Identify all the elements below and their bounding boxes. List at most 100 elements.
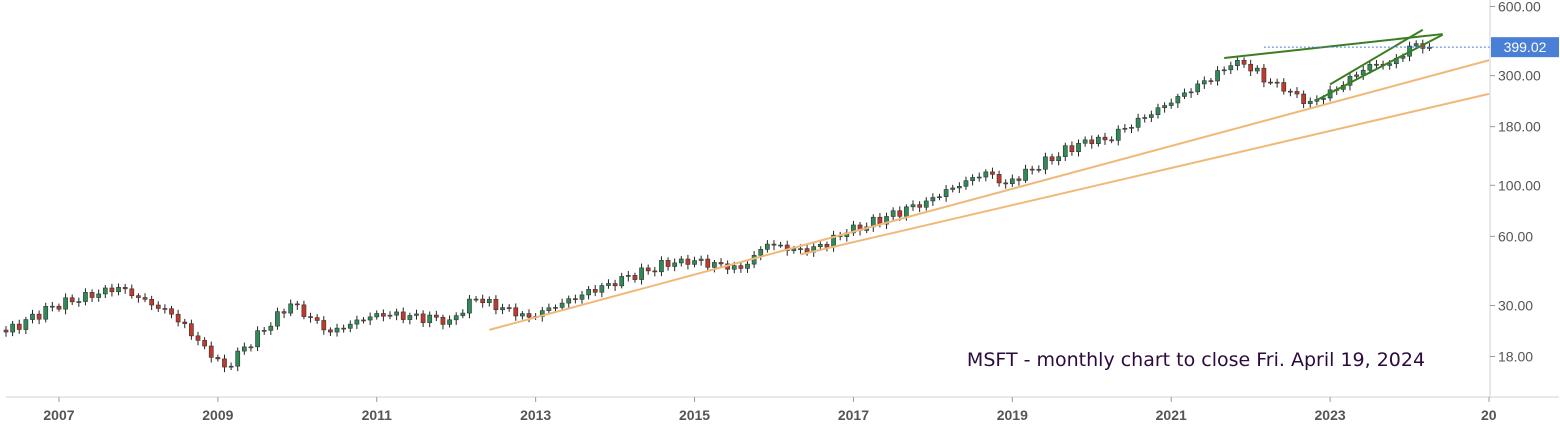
candle-body [76,301,82,303]
candle-body [83,292,88,302]
candle-body [493,299,499,311]
candle-body [1188,91,1194,94]
candle-body [1221,69,1227,72]
trendline-green [1224,33,1443,59]
candle-body [420,313,426,323]
candle-body [1201,80,1207,85]
candle-body [1175,96,1181,104]
candle-body [69,297,75,303]
candle-body [573,298,578,300]
candle-body [1215,70,1220,82]
candle-body [142,297,148,300]
candle-body [1122,127,1128,130]
candle-body [990,171,995,175]
candle-body [1155,107,1161,115]
candle-body [49,305,55,308]
x-tick-label: 2011 [362,407,393,423]
candle-body [884,216,889,225]
candle-body [189,323,194,337]
candle-body [771,243,777,246]
candle-body [453,315,459,321]
candle-body [625,275,631,277]
last-price-tag [1491,37,1559,58]
candle-body [1036,168,1042,171]
candle-body [1089,139,1095,144]
candle-body [361,319,366,322]
candle-body [400,311,406,320]
candle-body [784,244,790,251]
candle-body [1235,60,1240,66]
candle-body [414,313,419,316]
candle-body [705,258,711,268]
candle-body [923,200,929,208]
candle-body [334,327,340,333]
candle-body [341,327,346,330]
candle-body [109,287,115,293]
candle-body [678,258,684,264]
candle-body [1367,64,1373,71]
candle-body [1162,105,1167,109]
candle-body [281,311,287,314]
candle-body [1076,142,1081,152]
candle-body [513,307,519,317]
x-tick-label: 2017 [838,407,869,423]
candle-body [136,295,141,298]
candle-body [897,210,903,217]
candle-body [1082,139,1088,144]
candle-body [447,319,452,325]
trendline-orange [800,92,1490,256]
candle-body [599,285,605,293]
candle-body [23,319,29,330]
candle-body [904,206,909,217]
candle-body [612,283,618,287]
x-tick-label: 2009 [202,407,233,423]
candle-body [910,204,916,208]
candle-body [1307,100,1313,104]
candle-body [467,298,472,314]
candle-body [1354,74,1359,77]
candle-body [1109,139,1114,142]
candle-body [1228,65,1234,71]
candle-body [559,302,565,308]
candle-body [1281,82,1287,92]
candle-body [129,288,135,296]
candle-body [1168,102,1174,106]
candle-body [652,270,658,273]
candle-body [1115,128,1121,141]
plot-area [3,28,1490,373]
candle-body [241,346,247,352]
candle-body [56,305,62,310]
candle-body [36,313,42,320]
candle-body [824,243,830,248]
candle-body [1248,63,1254,72]
candle-body [937,196,942,199]
candle-body [1062,145,1068,157]
y-tick-label: 300.00 [1498,68,1541,84]
candle-body [16,323,22,330]
candle-body [765,243,770,250]
candle-body [890,210,896,217]
candle-body [248,346,254,349]
candle-body [553,307,558,309]
candle-body [116,287,121,293]
candle-body [480,298,486,304]
candle-body [10,323,15,333]
candle-body [63,297,68,310]
candle-body [308,316,313,318]
candle-body [758,249,764,256]
candle-body [1023,168,1028,181]
candle-body [718,262,724,265]
candle-body [970,177,975,181]
candle-body [546,307,552,311]
candle-body [526,313,532,318]
candle-body [520,313,525,317]
candle-body [1268,81,1273,84]
candle-body [1029,168,1035,171]
candle-body [1049,156,1055,162]
candle-body [30,313,35,320]
x-tick-label: 2019 [997,407,1028,423]
candle-body [930,197,936,202]
candle-body [745,263,750,269]
candle-body [632,275,638,280]
